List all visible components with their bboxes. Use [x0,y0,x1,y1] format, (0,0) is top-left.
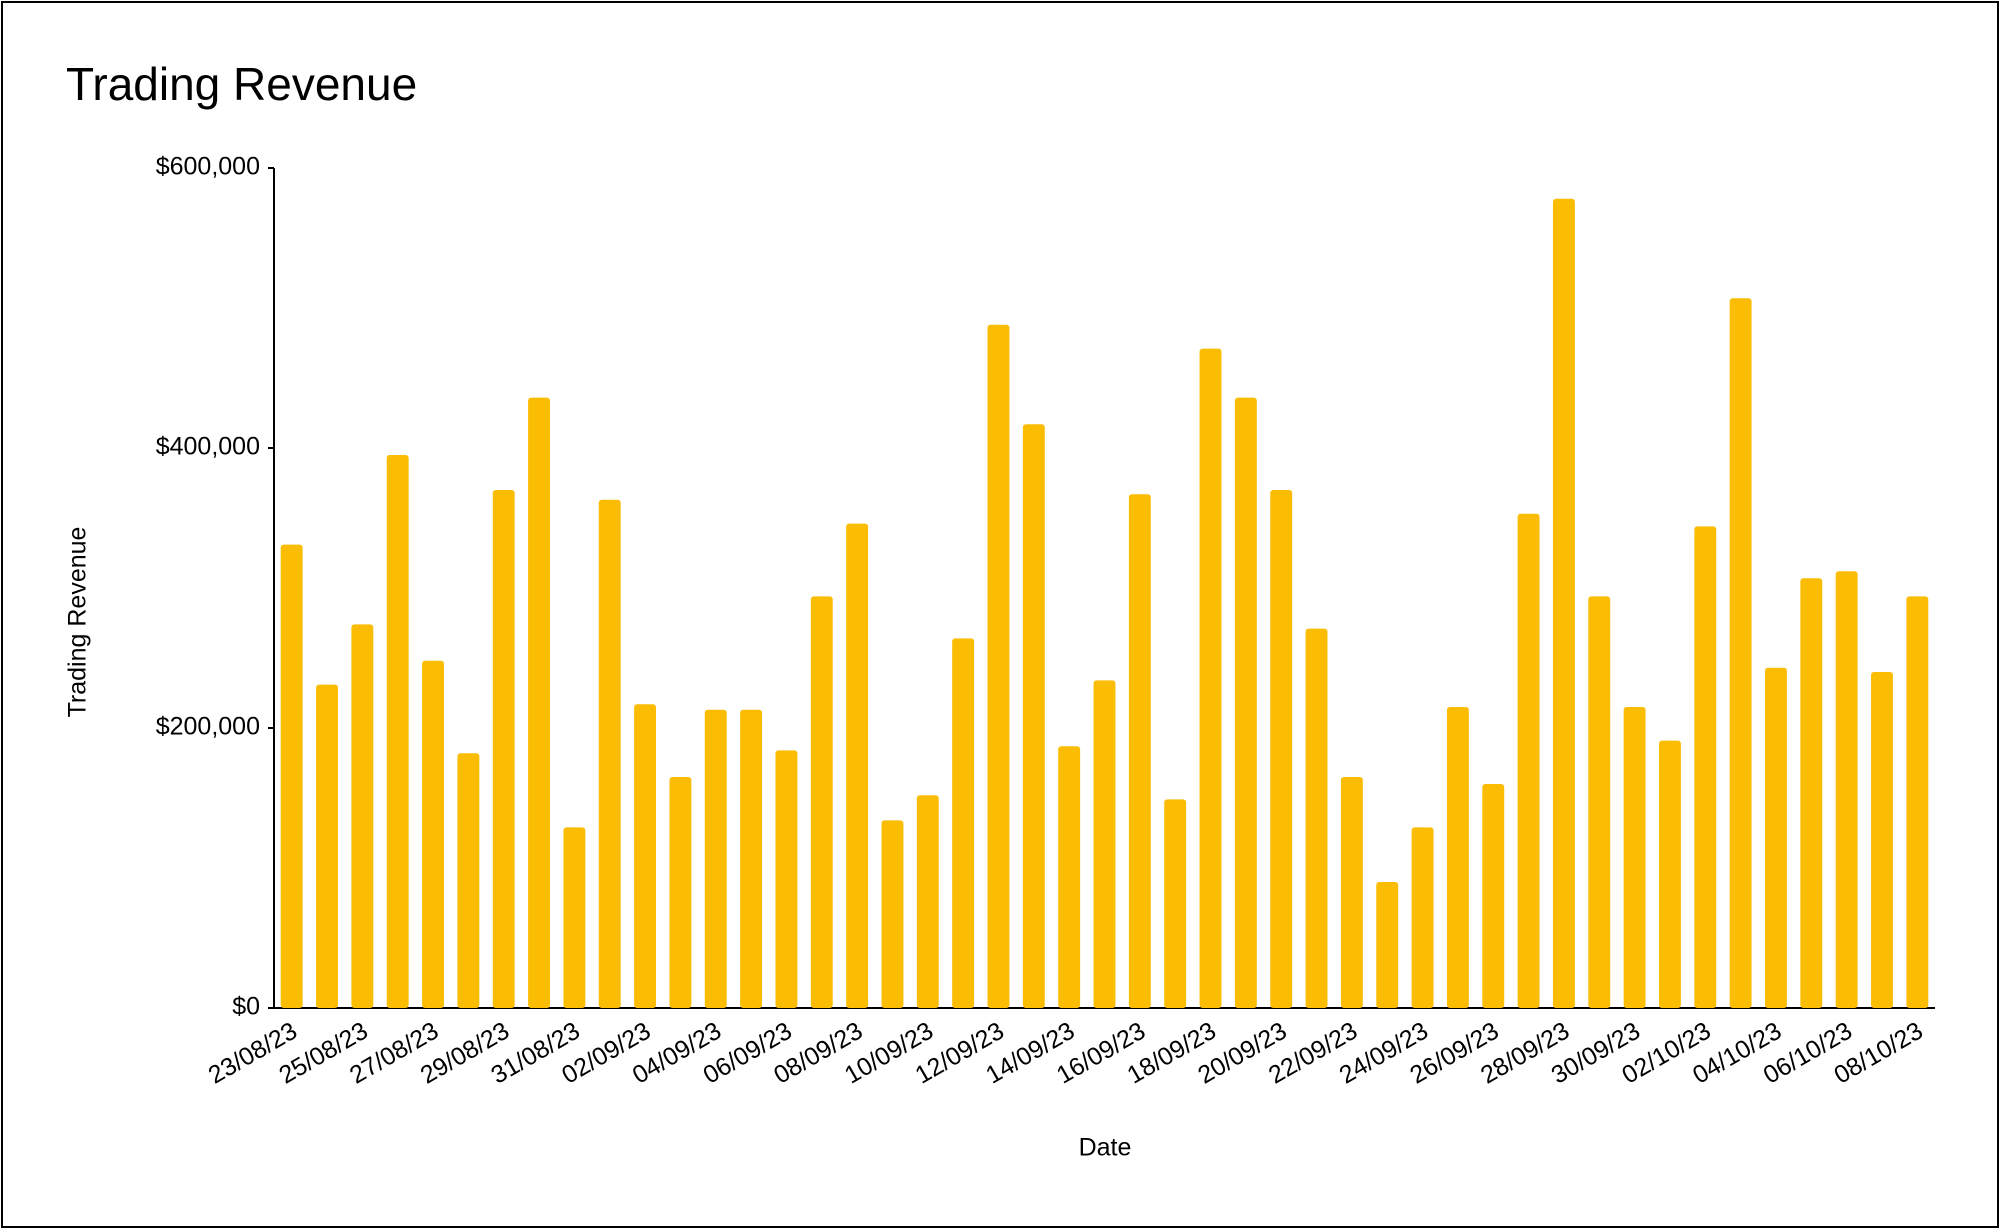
x-axis-label: Date [1079,1134,1132,1162]
bar [987,324,1010,1008]
y-axis-label: Trading Revenue [64,527,92,718]
bar [422,660,444,1008]
bar [1199,348,1222,1009]
bar [351,624,374,1008]
bar [1517,513,1540,1008]
bar [740,709,763,1008]
y-tick-label: $400,000 [156,433,260,461]
y-tick-label: $0 [232,993,260,1021]
bar [1305,628,1328,1008]
bar [810,596,833,1008]
bar [598,499,621,1008]
bar [1093,680,1116,1008]
bar [528,397,551,1009]
bar [1658,740,1681,1008]
bar [1482,784,1505,1008]
bar [1906,596,1929,1008]
bar [952,638,975,1008]
bar [1340,777,1363,1008]
bar [1871,672,1893,1008]
bar [1058,746,1081,1008]
bar [1729,298,1752,1008]
bar [1552,198,1575,1009]
bar [1694,526,1717,1008]
bar [881,820,904,1008]
bar [1835,571,1858,1008]
bar [1270,490,1293,1008]
bar [704,709,727,1008]
bar [1022,424,1045,1008]
bar [1800,578,1823,1008]
bar [280,544,303,1008]
bar [846,523,869,1008]
bar [669,777,692,1008]
y-tick-label: $200,000 [156,713,260,741]
bar [1128,494,1151,1008]
bar [1411,827,1434,1008]
bar [775,750,798,1008]
bar [634,704,657,1008]
bar [316,684,338,1008]
bar [916,795,939,1008]
bar [1588,596,1611,1008]
bar [386,455,409,1008]
bar [563,827,586,1008]
bar [492,490,515,1008]
bar [457,753,480,1008]
bar [1623,707,1646,1008]
bar [1234,397,1257,1009]
y-tick-label: $600,000 [156,153,260,181]
bar [1376,882,1399,1008]
chart-title: Trading Revenue [66,58,417,110]
bar [1164,799,1187,1008]
bar [1446,707,1469,1008]
bar [1765,667,1787,1008]
